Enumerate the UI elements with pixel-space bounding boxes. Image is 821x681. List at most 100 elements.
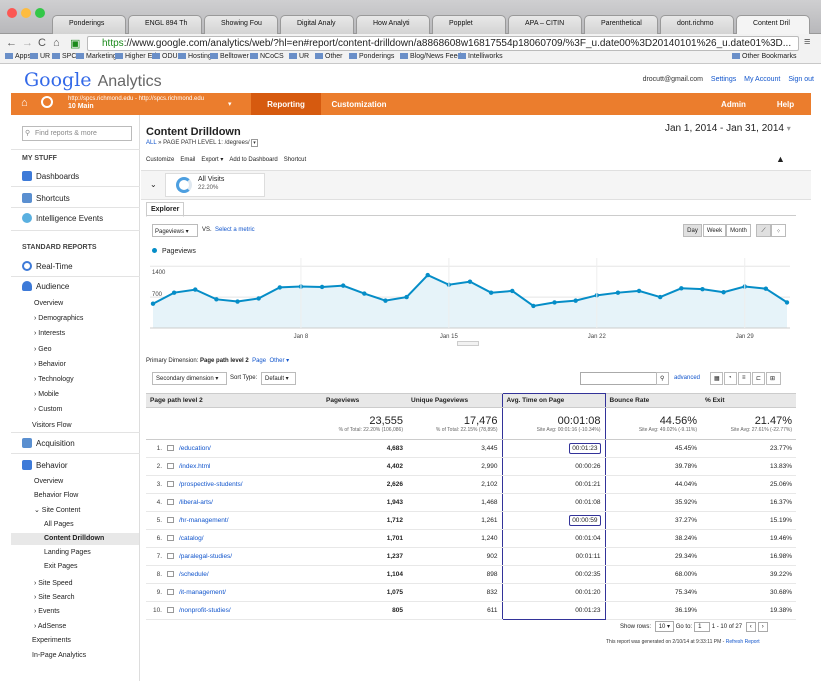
data-point[interactable]: [319, 284, 325, 290]
tab-explorer[interactable]: Explorer: [146, 202, 185, 217]
dim-other-link[interactable]: Other ▾: [269, 358, 290, 364]
week-button[interactable]: Week: [703, 224, 726, 237]
browser-tab[interactable]: Ponderings: [52, 15, 126, 34]
performance-view-icon[interactable]: ≡: [738, 372, 751, 385]
breadcrumb-dropdown-icon[interactable]: ▾: [251, 139, 258, 147]
data-point[interactable]: [277, 285, 282, 290]
bookmark-item[interactable]: SPCS: [52, 53, 81, 60]
sidebar-item-audience-sub[interactable]: › Technology: [34, 376, 74, 383]
column-header[interactable]: Avg. Time on Page: [501, 393, 606, 408]
motion-chart-icon[interactable]: ⁘: [771, 224, 786, 237]
page-path-link[interactable]: /schedule/: [179, 571, 209, 578]
data-point[interactable]: [171, 290, 177, 295]
page-path-link[interactable]: /catalog/: [179, 535, 204, 542]
show-rows-select[interactable]: 10 ▾: [654, 621, 675, 632]
advanced-filter-link[interactable]: advanced: [674, 375, 701, 381]
sidebar-item-audience-sub[interactable]: › Mobile: [34, 391, 59, 399]
month-button[interactable]: Month: [726, 224, 751, 237]
folder-icon[interactable]: [167, 589, 174, 595]
data-point[interactable]: [615, 290, 621, 295]
home-icon[interactable]: ⌂: [21, 97, 28, 109]
url-field[interactable]: https://www.google.com/analytics/web/?hl…: [87, 36, 799, 51]
sign-out-link[interactable]: Sign out: [788, 76, 814, 83]
dim-page-link[interactable]: Page: [252, 358, 267, 364]
data-point[interactable]: [404, 294, 409, 300]
data-point[interactable]: [573, 298, 578, 303]
admin-tab[interactable]: Admin: [721, 100, 746, 109]
breadcrumb-all[interactable]: ALL: [146, 140, 157, 146]
search-icon[interactable]: ⚲: [656, 372, 669, 385]
action-4[interactable]: Shortcut: [283, 157, 307, 163]
table-row[interactable]: 8. /schedule/1,104 898 00:02:35 68.00% 39.22%: [146, 565, 796, 584]
next-page-button[interactable]: ›: [757, 622, 768, 632]
google-analytics-logo[interactable]: Google Analytics: [24, 69, 162, 91]
sidebar-item-audience-sub[interactable]: Visitors Flow: [32, 421, 72, 429]
sidebar-item-realtime[interactable]: Real-Time: [22, 261, 73, 271]
folder-icon[interactable]: [167, 481, 174, 487]
chevron-down-icon[interactable]: ⌄: [150, 180, 157, 189]
action-2[interactable]: Export ▾: [201, 157, 224, 163]
bookmark-item[interactable]: NCoCS: [250, 53, 284, 60]
table-row[interactable]: 5. /hr-management/1,712 1,261 00:00:59 37.27…: [146, 511, 796, 530]
sidebar-item-behavior-sub[interactable]: Behavior Flow: [34, 492, 79, 500]
browser-tab[interactable]: Parenthetical: [584, 15, 658, 34]
line-chart-icon[interactable]: ⟋: [756, 224, 771, 237]
sidebar-item-site-content[interactable]: Exit Pages: [44, 562, 78, 570]
bookmark-item[interactable]: UR: [289, 53, 309, 60]
folder-icon[interactable]: [167, 535, 174, 541]
bookmark-item[interactable]: Higher Ed: [115, 53, 156, 60]
data-point[interactable]: [679, 286, 684, 291]
bookmark-item[interactable]: Apps: [5, 53, 31, 60]
folder-icon[interactable]: [167, 571, 174, 577]
browser-tab[interactable]: APA – CITIN: [508, 15, 582, 34]
data-point[interactable]: [658, 294, 663, 300]
data-point[interactable]: [193, 287, 198, 292]
my-account-link[interactable]: My Account: [744, 76, 781, 83]
sidebar-item-behavior-sub[interactable]: Overview: [34, 478, 64, 485]
table-view-icon[interactable]: ▦: [710, 372, 723, 385]
account-selector[interactable]: http://spcs.richmond.edu - http://spcs.r…: [68, 96, 204, 110]
sidebar-item-audience-sub[interactable]: › Custom: [34, 406, 63, 414]
forward-icon[interactable]: →: [22, 37, 33, 49]
folder-icon[interactable]: [167, 517, 174, 523]
table-row[interactable]: 1. /education/4,683 3,445 00:01:23 45.45% 23.…: [146, 439, 796, 458]
sidebar-item-dashboards[interactable]: Dashboards: [22, 171, 79, 181]
column-header[interactable]: Page path level 2: [146, 393, 322, 408]
bookmark-item[interactable]: Blog/News Feed: [400, 53, 461, 60]
sidebar-item-behavior-more[interactable]: › Site Speed: [34, 579, 73, 587]
data-point[interactable]: [425, 272, 430, 278]
page-path-link[interactable]: /index.html: [179, 463, 211, 470]
metric-select[interactable]: Pageviews ▾: [152, 224, 198, 237]
data-point[interactable]: [256, 296, 261, 301]
zoom-window-icon[interactable]: [35, 8, 45, 18]
sidebar-item-behavior-sub[interactable]: ⌄ Site Content: [34, 507, 81, 515]
close-window-icon[interactable]: [7, 8, 17, 18]
folder-icon[interactable]: [167, 499, 174, 505]
select-metric-link[interactable]: Select a metric: [215, 227, 255, 233]
sidebar-item-audience-sub[interactable]: › Geo: [34, 345, 52, 353]
sidebar-item-behavior-more[interactable]: Experiments: [32, 637, 71, 645]
browser-tab[interactable]: ENGL 894 Th: [128, 15, 202, 34]
data-point[interactable]: [700, 286, 705, 292]
home-icon[interactable]: ⌂: [53, 37, 60, 49]
folder-icon[interactable]: [167, 445, 174, 451]
sidebar-item-site-content[interactable]: All Pages: [44, 520, 74, 528]
table-row[interactable]: 4. /liberal-arts/1,943 1,468 00:01:08 35.92%…: [146, 493, 796, 512]
day-button[interactable]: Day: [683, 224, 702, 237]
bookmark-item[interactable]: Other: [315, 53, 343, 60]
sidebar-item-site-content[interactable]: Landing Pages: [44, 548, 91, 556]
page-path-link[interactable]: /liberal-arts/: [179, 499, 213, 506]
action-0[interactable]: Customize: [146, 157, 175, 163]
bookmark-item[interactable]: Ponderings: [349, 53, 394, 60]
sidebar-item-site-content[interactable]: Content Drilldown: [11, 532, 139, 545]
reporting-tab[interactable]: Reporting: [251, 93, 321, 115]
browser-tab[interactable]: Popplet: [432, 15, 506, 34]
browser-tab[interactable]: Showing Fou: [204, 15, 278, 34]
table-row[interactable]: 7. /paralegal-studies/1,237 902 00:01:11 29.…: [146, 547, 796, 566]
page-path-link[interactable]: /nonprofit-studies/: [179, 607, 231, 614]
data-point[interactable]: [235, 299, 240, 304]
minimize-window-icon[interactable]: [21, 8, 31, 18]
bookmark-item[interactable]: Other Bookmarks: [732, 53, 796, 60]
table-row[interactable]: 10. /nonprofit-studies/805 611 00:01:23 36.1…: [146, 601, 796, 620]
sidebar-item-audience-sub[interactable]: Overview: [34, 300, 64, 307]
